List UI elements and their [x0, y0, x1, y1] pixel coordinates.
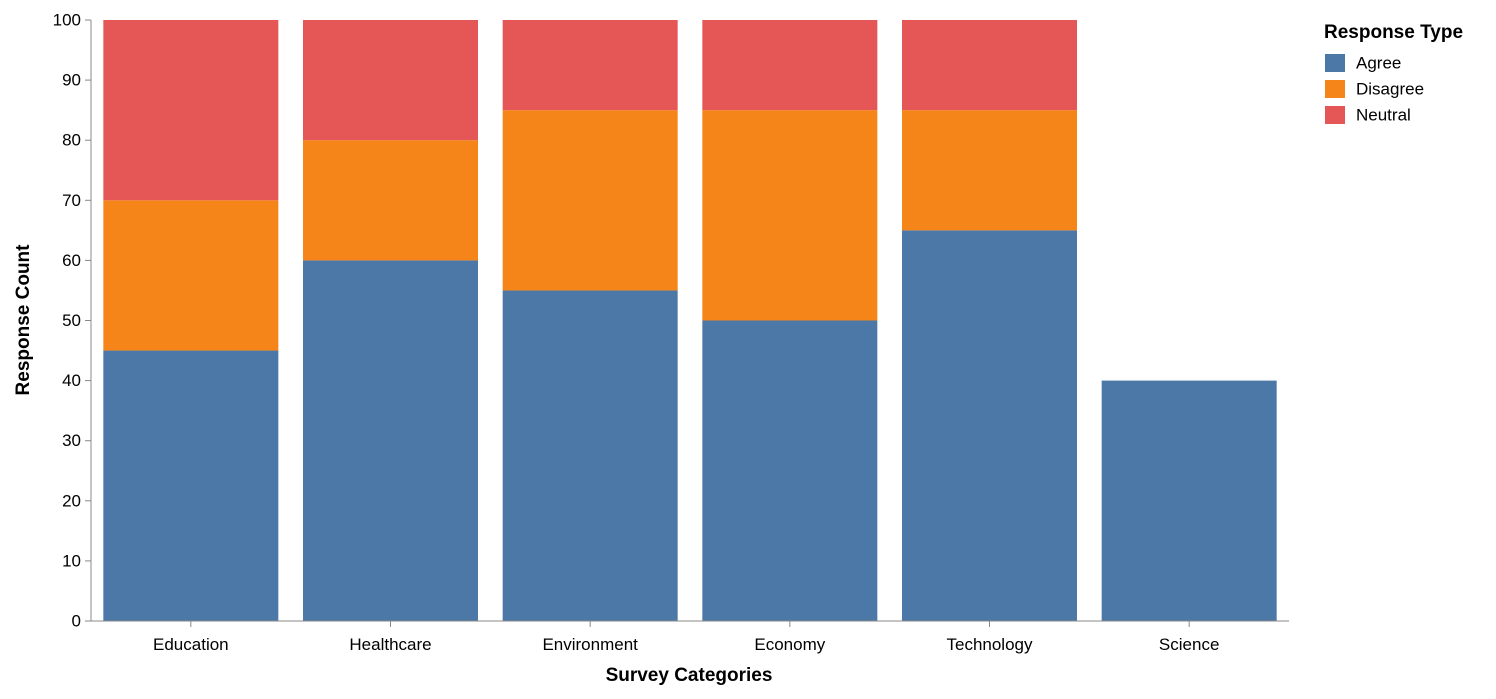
- bar-education-neutral: [103, 20, 279, 201]
- x-tick-label: Science: [1159, 635, 1219, 654]
- bar-economy-disagree: [702, 110, 878, 321]
- legend-label: Agree: [1356, 54, 1401, 73]
- legend-swatch: [1325, 80, 1345, 98]
- x-axis: Education Healthcare Environment Economy Tec…: [91, 620, 1289, 654]
- y-tick-label: 60: [62, 251, 81, 270]
- legend-swatch: [1325, 106, 1345, 124]
- y-tick-label: 0: [72, 612, 81, 631]
- bar-environment-disagree: [502, 110, 678, 291]
- x-tick-label: Education: [153, 635, 229, 654]
- y-tick-label: 100: [53, 11, 81, 30]
- legend-swatch: [1325, 54, 1345, 72]
- y-tick-label: 80: [62, 131, 81, 150]
- bar-technology-agree: [902, 230, 1077, 621]
- y-tick-label: 30: [62, 431, 81, 450]
- bar-environment-agree: [502, 290, 678, 621]
- y-tick-label: 40: [62, 371, 81, 390]
- legend-label: Neutral: [1356, 106, 1411, 125]
- bar-healthcare-disagree: [303, 140, 478, 261]
- x-tick-label: Technology: [946, 635, 1033, 654]
- x-tick-label: Healthcare: [349, 635, 431, 654]
- legend-title: Response Type: [1324, 22, 1463, 43]
- bar-technology-disagree: [902, 110, 1077, 231]
- y-tick-label: 20: [62, 491, 81, 510]
- legend: Response Type Agree Disagree Neutral: [1324, 22, 1463, 125]
- y-axis-title: Response Count: [13, 244, 34, 396]
- bar-economy-agree: [702, 320, 878, 621]
- y-tick-label: 10: [62, 551, 81, 570]
- y-tick-label: 50: [62, 311, 81, 330]
- y-tick-label: 70: [62, 191, 81, 210]
- legend-item-agree: Agree: [1325, 54, 1401, 73]
- bar-education-agree: [103, 350, 279, 621]
- y-axis: 0 10 20 30 40 50 60 70 80 90 100: [53, 11, 92, 631]
- bar-healthcare-neutral: [303, 20, 478, 141]
- x-tick-label: Economy: [754, 635, 825, 654]
- x-axis-title: Survey Categories: [606, 665, 773, 686]
- legend-items: Agree Disagree Neutral: [1325, 54, 1424, 125]
- x-tick-label: Environment: [542, 635, 638, 654]
- bar-science-agree: [1101, 380, 1277, 621]
- bars-layer: [103, 20, 1277, 621]
- bar-healthcare-agree: [303, 260, 478, 621]
- legend-item-disagree: Disagree: [1325, 80, 1424, 99]
- legend-label: Disagree: [1356, 80, 1424, 99]
- bar-economy-neutral: [702, 20, 878, 111]
- bar-education-disagree: [103, 200, 279, 351]
- y-tick-label: 90: [62, 71, 81, 90]
- bar-environment-neutral: [502, 20, 678, 111]
- bar-technology-neutral: [902, 20, 1077, 111]
- legend-item-neutral: Neutral: [1325, 106, 1411, 125]
